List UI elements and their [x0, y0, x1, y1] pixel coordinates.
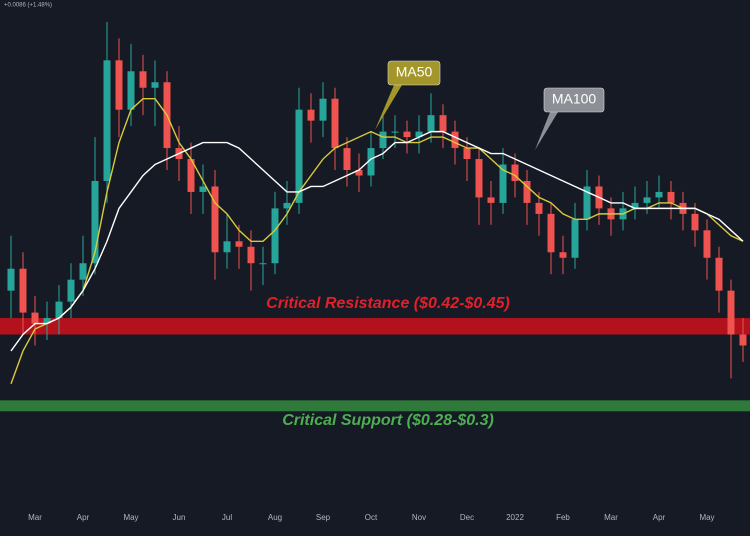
candle-body — [271, 208, 279, 264]
candle-body — [691, 213, 699, 231]
candle-body — [511, 164, 519, 181]
candle-body — [703, 230, 711, 258]
candle-body — [499, 164, 507, 203]
candle-body — [7, 268, 15, 291]
candle-body — [283, 202, 291, 209]
x-tick-label: 2022 — [506, 513, 524, 522]
candle-body — [343, 148, 351, 170]
candle-body — [535, 202, 543, 214]
candle-body — [223, 241, 231, 253]
candle-body — [91, 180, 99, 264]
candle-body — [235, 241, 243, 247]
candle-body — [727, 290, 735, 335]
candle-body — [259, 263, 267, 265]
candle-body — [475, 159, 483, 198]
candle-body — [655, 191, 663, 198]
candle-body — [43, 318, 51, 324]
candle-body — [115, 60, 123, 110]
candle-body — [559, 252, 567, 258]
candle-body — [19, 268, 27, 313]
moving-average-line — [10, 98, 744, 385]
x-tick-label: Mar — [28, 513, 42, 522]
candle-body — [55, 301, 63, 319]
x-tick-label: Dec — [460, 513, 474, 522]
label-box — [387, 60, 441, 86]
candle-body — [523, 180, 531, 203]
candle-body — [319, 98, 327, 121]
x-tick-label: Mar — [604, 513, 618, 522]
candle-body — [487, 197, 495, 203]
x-tick-label: Apr — [77, 513, 90, 522]
candle-body — [427, 115, 435, 132]
x-tick-label: Nov — [412, 513, 426, 522]
x-tick-label: Oct — [365, 513, 378, 522]
candle-body — [247, 246, 255, 264]
x-tick-label: Sep — [316, 513, 331, 522]
ma-label: MA50 — [396, 64, 433, 80]
x-tick-label: Aug — [268, 513, 282, 522]
x-tick-label: May — [699, 513, 714, 522]
candle-body — [295, 109, 303, 203]
candle-body — [211, 186, 219, 253]
candle-body — [547, 213, 555, 253]
label-box — [543, 87, 605, 113]
candle-body — [379, 131, 387, 149]
price-band — [0, 400, 750, 412]
band-label: Critical Resistance ($0.42-$0.45) — [266, 295, 510, 312]
candle-body — [403, 131, 411, 138]
ma-label: MA100 — [552, 91, 597, 107]
candle-body — [127, 71, 135, 110]
candle-body — [79, 263, 87, 280]
candle-body — [415, 131, 423, 138]
candle-body — [187, 159, 195, 192]
candle-body — [307, 109, 315, 121]
moving-average-line — [10, 130, 744, 352]
x-tick-label: Jul — [222, 513, 232, 522]
candle-body — [31, 312, 39, 324]
candle-body — [739, 334, 747, 346]
label-pointer — [375, 85, 402, 130]
x-tick-label: Jun — [173, 513, 186, 522]
label-pointer — [535, 112, 558, 150]
candle-body — [463, 148, 471, 160]
candle-body — [367, 148, 375, 176]
band-label: Critical Support ($0.28-$0.3) — [282, 412, 494, 429]
candle-body — [355, 170, 363, 176]
x-tick-label: Feb — [556, 513, 570, 522]
price-change: +0.0086 (+1.48%) — [4, 3, 52, 9]
candle-body — [199, 186, 207, 192]
candle-body — [103, 60, 111, 181]
candle-body — [451, 131, 459, 149]
candle-body — [631, 202, 639, 209]
price-band — [0, 318, 750, 335]
candle-body — [139, 71, 147, 88]
candle-body — [667, 191, 675, 203]
x-tick-label: Apr — [653, 513, 666, 522]
candle-body — [331, 98, 339, 149]
x-tick-label: May — [123, 513, 138, 522]
candle-body — [643, 197, 651, 203]
candle-body — [715, 257, 723, 291]
candle-body — [151, 82, 159, 88]
candle-body — [67, 279, 75, 302]
candle-body — [439, 115, 447, 132]
candle-body — [583, 186, 591, 220]
candle-body — [391, 131, 399, 133]
candle-body — [571, 219, 579, 258]
